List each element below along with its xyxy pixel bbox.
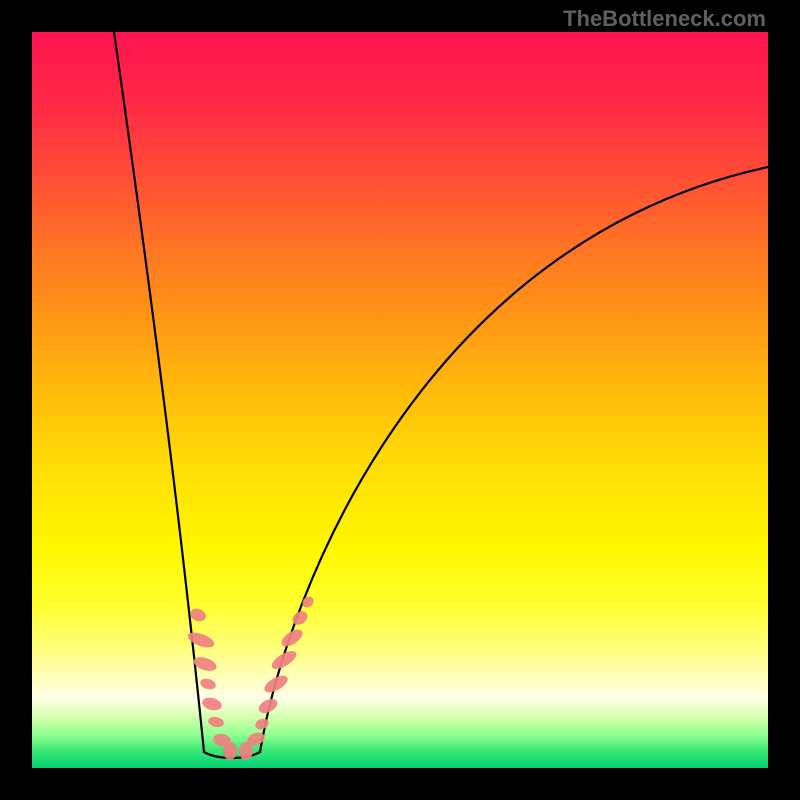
chart-container: TheBottleneck.com <box>0 0 800 800</box>
data-marker <box>223 742 237 760</box>
plot-svg <box>32 32 768 768</box>
plot-area <box>32 32 768 768</box>
watermark-text: TheBottleneck.com <box>563 6 766 32</box>
gradient-background <box>32 32 768 768</box>
